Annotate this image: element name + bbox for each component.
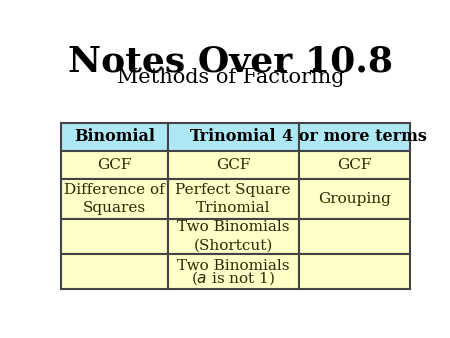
Text: Trinomial: Trinomial <box>190 128 276 145</box>
Bar <box>168 219 299 254</box>
Bar <box>62 254 168 289</box>
Bar <box>299 123 410 151</box>
Bar <box>62 151 168 179</box>
Bar <box>299 219 410 254</box>
Text: GCF: GCF <box>337 158 372 172</box>
Text: Grouping: Grouping <box>318 192 391 206</box>
Text: Notes Over 10.8: Notes Over 10.8 <box>68 45 393 78</box>
Text: ($\mathit{a}$ is not 1): ($\mathit{a}$ is not 1) <box>191 269 275 287</box>
Text: GCF: GCF <box>216 158 251 172</box>
Bar <box>299 151 410 179</box>
Bar <box>62 123 168 151</box>
Text: Two Binomials
(Shortcut): Two Binomials (Shortcut) <box>177 220 289 253</box>
Bar <box>168 254 299 289</box>
Bar <box>62 179 168 219</box>
Text: Difference of
Squares: Difference of Squares <box>64 183 165 215</box>
Text: Binomial: Binomial <box>74 128 155 145</box>
Text: Methods of Factoring: Methods of Factoring <box>117 68 344 87</box>
Bar <box>299 179 410 219</box>
Bar <box>299 254 410 289</box>
Bar <box>168 123 299 151</box>
Text: 4 or more terms: 4 or more terms <box>282 128 427 145</box>
Text: Perfect Square
Trinomial: Perfect Square Trinomial <box>176 183 291 215</box>
Text: Two Binomials: Two Binomials <box>177 259 289 273</box>
Bar <box>168 151 299 179</box>
Bar <box>62 219 168 254</box>
Text: GCF: GCF <box>98 158 132 172</box>
Bar <box>168 179 299 219</box>
